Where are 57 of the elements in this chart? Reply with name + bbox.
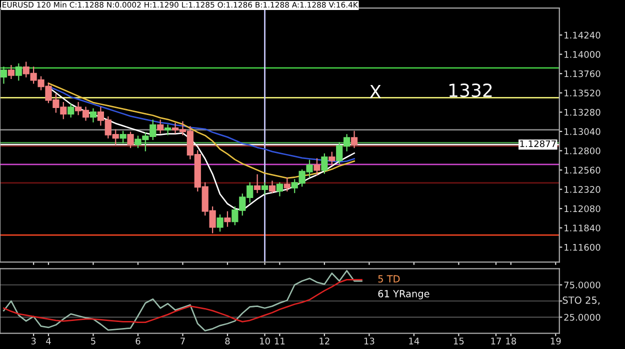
y-tick-label: 1.13280 — [564, 108, 600, 116]
x-tick-label: 19 — [550, 338, 561, 344]
y-tick-label: 75.0000 — [564, 282, 600, 288]
x-tick-label: 17 — [491, 338, 501, 344]
candlestick — [15, 63, 22, 81]
line-series — [3, 279, 362, 324]
y-tick-label: 1.13520 — [564, 90, 600, 96]
annotation: 5 TD — [378, 275, 400, 283]
y-tick-label: 1.12800 — [564, 147, 600, 154]
x-tick-label: 4 — [46, 338, 51, 344]
annotation: 61 YRange — [378, 290, 430, 300]
y-tick-label: 1.13760 — [564, 70, 600, 78]
y-tick-label: 1.12080 — [564, 205, 600, 212]
annotation: 1332 — [449, 83, 492, 98]
y-tick-label: 1.14240 — [564, 32, 600, 39]
annotation: X — [370, 84, 381, 98]
candlestick — [350, 130, 358, 148]
y-tick-label: 1.13040 — [564, 128, 600, 136]
y-tick-label: 1.11840 — [564, 224, 600, 232]
x-tick-label: 6 — [136, 338, 140, 344]
y-tick-label: 1.12320 — [564, 186, 600, 193]
candlestick — [164, 124, 172, 136]
candlestick — [0, 66, 8, 84]
candlestick — [276, 182, 283, 196]
y-tick-label: 1.14000 — [564, 51, 600, 58]
candlestick — [268, 180, 276, 194]
candlestick — [314, 158, 320, 176]
x-tick-label: 10 — [260, 338, 270, 344]
x-tick-label: 12 — [320, 338, 330, 344]
x-tick-label: 14 — [409, 338, 420, 344]
candlestick — [8, 65, 14, 79]
candlestick — [254, 174, 261, 194]
candlestick — [68, 104, 74, 118]
x-tick-label: 3 — [31, 338, 36, 344]
x-tick-label: 13 — [364, 338, 374, 344]
x-tick-label: 11 — [274, 338, 285, 344]
candlestick — [321, 153, 328, 174]
y-tick-label: 1.12560 — [564, 166, 600, 174]
candlestick — [328, 152, 336, 166]
candlestick — [90, 108, 97, 122]
x-tick-label: 7 — [180, 338, 185, 344]
candlestick — [120, 130, 126, 144]
x-tick-label: 15 — [454, 338, 464, 344]
text: STO 25, — [562, 296, 600, 305]
candlestick — [127, 132, 134, 148]
ref-line-label: 1.12877 — [520, 140, 556, 148]
candlestick — [284, 177, 290, 192]
x-tick-label: 8 — [225, 338, 230, 344]
candlestick — [216, 214, 224, 232]
y-tick-label: 25.0000 — [564, 314, 600, 321]
y-tick-label: 1.11600 — [564, 244, 600, 251]
line-series — [3, 270, 362, 332]
candlestick — [157, 120, 164, 134]
x-tick-label: 5 — [91, 338, 96, 344]
candlestick — [224, 211, 231, 227]
candlestick — [261, 182, 268, 195]
x-tick-label: 18 — [506, 338, 516, 344]
